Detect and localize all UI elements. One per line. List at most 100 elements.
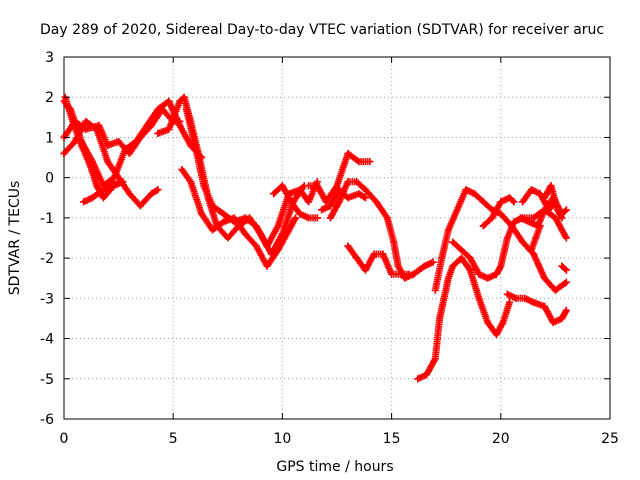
data-point (479, 198, 487, 206)
data-point (516, 214, 524, 222)
data-point (313, 182, 321, 190)
data-point (219, 210, 227, 218)
data-point (453, 206, 461, 214)
data-point (492, 270, 500, 278)
data-point (492, 331, 500, 339)
series-sat12 (326, 178, 437, 282)
data-point (143, 121, 151, 129)
data-point (551, 214, 559, 222)
data-point (147, 190, 155, 198)
x-tick-label: 20 (492, 431, 510, 447)
data-point (475, 270, 483, 278)
data-point (88, 194, 96, 202)
series-sat18 (503, 290, 570, 326)
data-point (562, 278, 570, 286)
data-point (512, 294, 520, 302)
data-point (484, 318, 492, 326)
data-point (178, 166, 186, 174)
series-sat22 (540, 182, 566, 222)
data-point (136, 202, 144, 210)
data-point (219, 218, 227, 226)
data-point (554, 206, 562, 214)
data-point (547, 182, 555, 190)
data-point (361, 266, 369, 274)
y-tick-label: 2 (45, 90, 54, 106)
data-point (558, 262, 566, 270)
data-point (545, 206, 553, 214)
x-tick-label: 10 (273, 431, 291, 447)
y-tick-label: 0 (45, 171, 54, 187)
data-point (429, 258, 437, 266)
series-sat11 (318, 186, 369, 214)
data-point (99, 194, 107, 202)
data-point (180, 93, 188, 101)
data-point (457, 246, 465, 254)
series-sat5 (80, 178, 118, 206)
data-point (252, 222, 260, 230)
data-point (115, 137, 123, 145)
data-point (506, 298, 514, 306)
data-point (361, 186, 369, 194)
data-point (121, 146, 129, 154)
y-tick-label: -2 (40, 251, 54, 267)
y-tick-label: -5 (40, 372, 54, 388)
data-point (110, 178, 118, 186)
data-point (278, 182, 286, 190)
data-point (287, 198, 295, 206)
data-point (119, 178, 127, 186)
data-point (521, 294, 529, 302)
data-point (333, 182, 341, 190)
data-point (431, 286, 439, 294)
data-point (444, 226, 452, 234)
data-point (527, 186, 535, 194)
data-point (562, 306, 570, 314)
y-tick-label: -6 (40, 412, 54, 428)
data-point (388, 270, 396, 278)
data-point (383, 214, 391, 222)
data-point (527, 246, 535, 254)
data-point (475, 294, 483, 302)
series-trace (326, 178, 437, 282)
data-point (510, 218, 518, 226)
x-tick-label: 5 (169, 431, 178, 447)
data-point (344, 242, 352, 250)
data-point (305, 182, 313, 190)
data-point (530, 214, 538, 222)
data-point (532, 234, 540, 242)
y-tick-label: -3 (40, 291, 54, 307)
data-point (510, 198, 518, 206)
data-point (499, 318, 507, 326)
series-sat21 (527, 222, 544, 254)
data-point (344, 178, 352, 186)
data-point (562, 234, 570, 242)
data-point (292, 214, 300, 222)
y-tick-label: -1 (40, 211, 54, 227)
series-sat23 (558, 262, 570, 274)
data-point (497, 210, 505, 218)
data-point (361, 194, 369, 202)
data-point (252, 242, 260, 250)
data-point (126, 150, 134, 158)
data-point (530, 250, 538, 258)
y-tick-label: -4 (40, 332, 54, 348)
y-tick-label: 3 (45, 50, 54, 66)
data-point (154, 186, 162, 194)
data-point (285, 226, 293, 234)
data-point (558, 314, 566, 322)
series-sat10 (305, 150, 374, 206)
data-point (274, 222, 282, 230)
data-point (77, 141, 85, 149)
data-point (165, 125, 173, 133)
data-point (549, 318, 557, 326)
data-point (270, 190, 278, 198)
series-sat8 (178, 166, 300, 270)
data-point (95, 121, 103, 129)
axis-ticks: 0 5 10 15 20 25 -6 -5 -4 -3 -2 -1 0 1 2 3 (40, 50, 619, 447)
data-point (420, 262, 428, 270)
data-point (497, 262, 505, 270)
data-point (241, 214, 249, 222)
data-point (462, 186, 470, 194)
y-axis-label: SDTVAR / TECUs (7, 181, 23, 296)
data-point (405, 270, 413, 278)
